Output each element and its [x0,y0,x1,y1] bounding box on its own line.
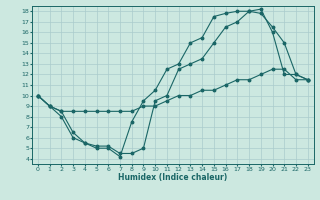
X-axis label: Humidex (Indice chaleur): Humidex (Indice chaleur) [118,173,228,182]
